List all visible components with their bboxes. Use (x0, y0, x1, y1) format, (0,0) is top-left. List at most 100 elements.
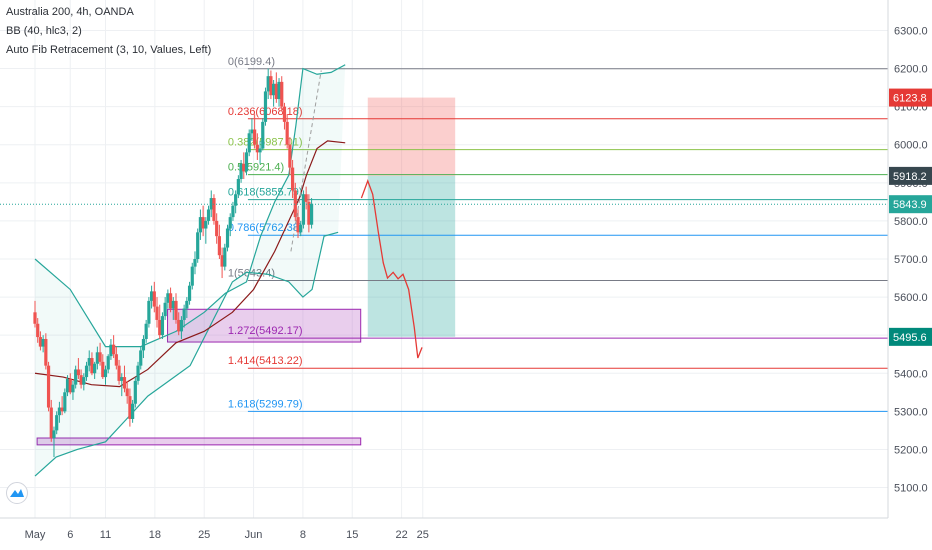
candle-body[interactable] (41, 338, 45, 347)
candle-body[interactable] (177, 319, 181, 332)
candle-body[interactable] (282, 106, 287, 122)
candle-body[interactable] (44, 338, 48, 366)
candle-body[interactable] (201, 217, 205, 229)
candle-body[interactable] (242, 163, 246, 172)
candle-body[interactable] (290, 167, 295, 191)
candle-body[interactable] (60, 407, 64, 412)
trend-line[interactable] (290, 70, 322, 252)
candle-body[interactable] (131, 403, 135, 419)
candle-body[interactable] (239, 163, 243, 180)
candle-body[interactable] (79, 375, 83, 385)
candle-body[interactable] (90, 358, 94, 374)
candle-body[interactable] (182, 308, 186, 320)
candle-body[interactable] (144, 323, 148, 339)
candle-body[interactable] (196, 232, 200, 259)
candle-body[interactable] (228, 217, 232, 229)
candle-body[interactable] (174, 300, 178, 320)
bb-upper-line[interactable] (34, 64, 346, 348)
candle-body[interactable] (38, 337, 43, 347)
candle-body[interactable] (117, 365, 121, 381)
candle-body[interactable] (125, 388, 129, 397)
candle-body[interactable] (166, 293, 170, 303)
candle-body[interactable] (304, 194, 308, 202)
candle-body[interactable] (274, 83, 278, 100)
candle-body[interactable] (122, 377, 127, 389)
candle-body[interactable] (128, 396, 132, 419)
tradingview-logo-icon[interactable] (6, 482, 28, 504)
candle-body[interactable] (46, 365, 51, 408)
candle-body[interactable] (74, 369, 78, 385)
candle-body[interactable] (139, 350, 143, 366)
price-tag[interactable] (889, 166, 932, 185)
candle-body[interactable] (109, 344, 113, 357)
candle-body[interactable] (253, 129, 257, 145)
candle-body[interactable] (266, 76, 270, 92)
candle-body[interactable] (212, 198, 216, 221)
candle-body[interactable] (234, 194, 238, 206)
candle-body[interactable] (301, 194, 306, 225)
candle-body[interactable] (95, 352, 99, 364)
candle-body[interactable] (247, 133, 251, 153)
candle-body[interactable] (190, 266, 194, 286)
candle-body[interactable] (261, 121, 265, 149)
candle-body[interactable] (93, 363, 97, 374)
bb-lower-line[interactable] (34, 231, 339, 477)
candle-body[interactable] (296, 217, 300, 233)
candle-body[interactable] (168, 293, 173, 309)
support-zone-lower[interactable] (36, 437, 362, 446)
candle-body[interactable] (158, 319, 162, 336)
candle-body[interactable] (57, 407, 62, 416)
candle-body[interactable] (101, 361, 105, 378)
candle-body[interactable] (149, 291, 154, 301)
candle-body[interactable] (231, 205, 235, 218)
candle-body[interactable] (33, 312, 37, 324)
candle-body[interactable] (49, 407, 53, 439)
candle-body[interactable] (68, 378, 72, 393)
candle-body[interactable] (76, 369, 80, 376)
candle-body[interactable] (223, 247, 227, 267)
candle-body[interactable] (84, 365, 89, 378)
candle-body[interactable] (120, 377, 124, 381)
candle-body[interactable] (63, 392, 67, 412)
candle-body[interactable] (87, 358, 91, 366)
candle-body[interactable] (82, 377, 86, 385)
candle-body[interactable] (155, 306, 159, 320)
candle-body[interactable] (288, 144, 292, 168)
candle-body[interactable] (36, 323, 40, 338)
candle-body[interactable] (299, 224, 303, 233)
candle-body[interactable] (112, 344, 116, 355)
candle-body[interactable] (217, 236, 221, 256)
candle-body[interactable] (263, 91, 268, 122)
candle-body[interactable] (187, 285, 192, 301)
candle-body[interactable] (309, 203, 314, 225)
candle-body[interactable] (147, 300, 151, 324)
candle-body[interactable] (293, 190, 297, 218)
candle-body[interactable] (255, 144, 259, 153)
candle-body[interactable] (133, 380, 137, 404)
candle-body[interactable] (209, 198, 213, 210)
price-tag[interactable] (889, 195, 932, 214)
candle-body[interactable] (71, 384, 75, 393)
position-stop-zone[interactable] (367, 97, 456, 176)
candle-body[interactable] (98, 352, 102, 362)
price-tag[interactable] (889, 88, 932, 107)
candle-body[interactable] (171, 300, 175, 309)
candle-body[interactable] (106, 356, 110, 370)
candle-body[interactable] (141, 338, 146, 351)
candle-body[interactable] (206, 209, 211, 221)
candle-body[interactable] (250, 129, 254, 134)
candle-body[interactable] (198, 217, 203, 233)
candle-body[interactable] (160, 316, 165, 336)
candle-body[interactable] (103, 369, 108, 378)
candle-body[interactable] (204, 220, 208, 229)
candle-body[interactable] (258, 148, 262, 153)
candle-body[interactable] (52, 430, 56, 439)
candle-body[interactable] (179, 319, 184, 332)
candle-body[interactable] (163, 302, 167, 317)
candle-body[interactable] (277, 81, 281, 100)
projection-path[interactable] (360, 179, 423, 359)
candle-body[interactable] (215, 220, 219, 237)
candle-body[interactable] (152, 291, 156, 307)
candle-body[interactable] (272, 83, 276, 96)
